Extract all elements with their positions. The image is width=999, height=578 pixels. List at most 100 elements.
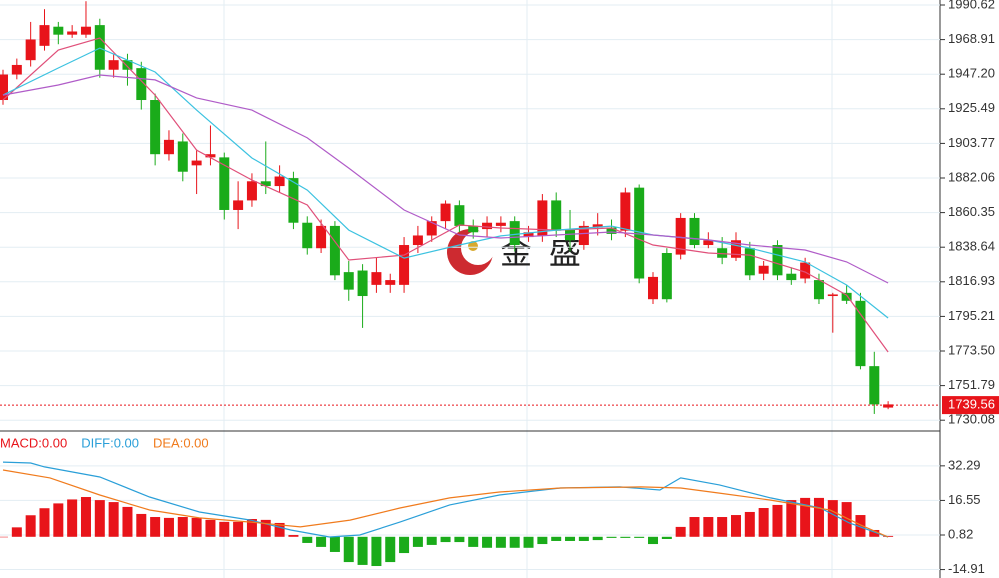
candle-body: [371, 272, 382, 285]
candle-body: [675, 217, 686, 255]
macd-bar: [412, 536, 423, 547]
macd-bar: [80, 497, 91, 537]
last-price-box: [942, 396, 999, 415]
macd-bar: [136, 513, 147, 537]
candle-body: [730, 240, 741, 258]
candle-body: [454, 205, 465, 226]
y-tick-label: 1947.20: [948, 66, 995, 81]
macd-bar: [94, 500, 105, 537]
candle-body: [412, 235, 423, 246]
y-tick-label: 1773.50: [948, 342, 995, 357]
candle-body: [25, 39, 36, 61]
macd-legend: DEA:0.00: [153, 435, 209, 450]
y-tick-label: 16.55: [948, 492, 981, 507]
macd-bar: [758, 508, 769, 537]
candle-body: [53, 26, 64, 35]
candle-body: [316, 225, 327, 249]
candle-body: [399, 245, 410, 285]
candle-body: [67, 31, 78, 35]
macd-bar: [551, 536, 562, 541]
candle-body: [233, 200, 244, 210]
macd-bar: [578, 536, 589, 541]
y-tick-label: 0.82: [948, 526, 973, 541]
macd-bar: [565, 536, 576, 541]
y-tick-label: 1925.49: [948, 100, 995, 115]
macd-bar: [800, 497, 811, 537]
candle-body: [744, 248, 755, 276]
macd-legend: DIFF:0.00: [81, 435, 139, 450]
macd-bar: [163, 517, 174, 537]
macd-bar: [385, 536, 396, 563]
macd-bar: [620, 536, 631, 538]
candle-body: [841, 292, 852, 301]
logo-dot: [468, 241, 478, 251]
macd-bar: [689, 517, 700, 537]
candle-body: [302, 222, 313, 249]
candle-body: [813, 280, 824, 300]
macd-bar: [786, 500, 797, 537]
macd-bar: [744, 511, 755, 537]
macd-bar: [67, 499, 78, 537]
dea-line: [2, 469, 889, 538]
candle-body: [634, 187, 645, 279]
candle-body: [150, 100, 161, 155]
macd-bar: [191, 517, 202, 537]
candle-body: [551, 200, 562, 231]
y-tick-label: 1816.93: [948, 273, 995, 288]
macd-bar: [523, 536, 534, 548]
candle-body: [689, 217, 700, 246]
candle-body: [523, 232, 534, 238]
y-tick-label: 1730.08: [948, 412, 995, 427]
candle-body: [108, 60, 119, 70]
macd-bar: [440, 536, 451, 543]
macd-bar: [813, 497, 824, 537]
candle-body: [537, 200, 548, 236]
candle-body: [883, 404, 894, 408]
macd-bar: [827, 500, 838, 537]
y-tick-label: -14.91: [948, 561, 985, 576]
candle-body: [219, 157, 230, 210]
macd-bar: [274, 522, 285, 537]
candle-body: [163, 139, 174, 155]
candle-body: [11, 64, 22, 75]
macd-bar: [25, 515, 36, 537]
macd-bar: [53, 503, 64, 537]
y-tick-label: 1795.21: [948, 308, 995, 323]
y-tick-label: 1990.62: [948, 0, 995, 11]
candle-body: [94, 25, 105, 70]
macd-bar: [371, 536, 382, 567]
candle-body: [288, 178, 299, 223]
macd-bar: [592, 536, 603, 541]
macd-bar: [495, 536, 506, 548]
y-tick-label: 1882.06: [948, 169, 995, 184]
macd-bar: [219, 521, 230, 537]
macd-bar: [730, 515, 741, 537]
candle-body: [0, 74, 8, 101]
macd-bar: [482, 536, 493, 548]
macd-bar: [233, 521, 244, 537]
macd-bar: [302, 536, 313, 543]
macd-bar: [0, 536, 8, 538]
candle-body: [440, 203, 451, 222]
candle-body: [606, 227, 617, 234]
candle-body: [80, 26, 91, 35]
macd-bar: [841, 502, 852, 537]
candle-body: [329, 225, 340, 276]
macd-bar: [675, 526, 686, 537]
macd-bar: [122, 506, 133, 537]
candle-body: [509, 221, 520, 246]
candle-body: [357, 270, 368, 297]
y-tick-label: 1838.64: [948, 239, 995, 254]
candle-body: [703, 240, 714, 246]
candle-body: [468, 225, 479, 233]
macd-bar: [316, 536, 327, 547]
ma-line: [2, 74, 889, 284]
candle-body: [855, 300, 866, 367]
macd-bar: [108, 502, 119, 537]
candle-body: [661, 252, 672, 300]
macd-bar: [468, 536, 479, 547]
macd-bar: [399, 536, 410, 554]
candle-body: [620, 192, 631, 231]
